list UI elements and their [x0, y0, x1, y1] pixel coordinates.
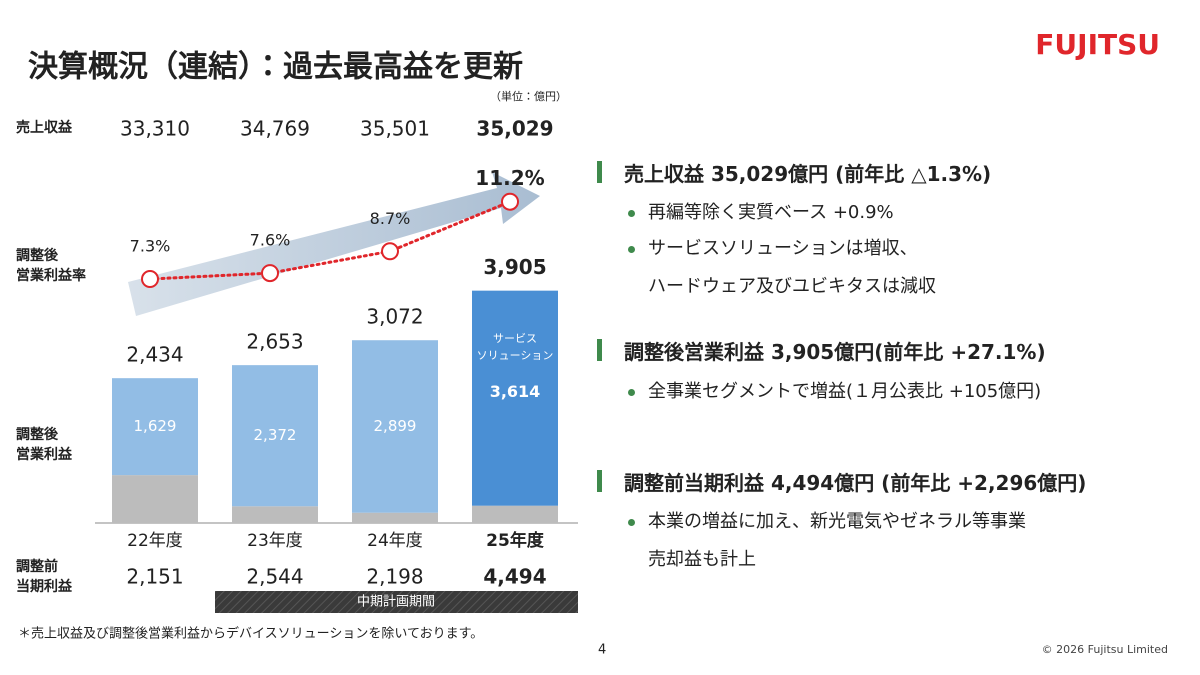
bar [232, 365, 318, 507]
row-label: 調整後 営業利益 [16, 427, 72, 463]
bullet-dot [628, 519, 635, 526]
category-label: 25年度 [486, 530, 545, 551]
bar [232, 506, 318, 523]
bar [472, 505, 558, 523]
bullet: サービスソリューションは増収、 ハードウェア及びユビキタスは減収 [648, 238, 936, 297]
section-heading: 売上収益 35,029億円 (前年比 △1.3%) [624, 162, 992, 186]
row-label: 売上収益 [16, 120, 72, 136]
margin-label: 7.3% [130, 237, 171, 256]
logo: FUJITSU [1035, 28, 1160, 61]
revenue-value: 35,501 [360, 117, 430, 141]
unit: （単位：億円） [490, 89, 567, 103]
bullet-dot [628, 210, 635, 217]
bullet-dot [628, 246, 635, 253]
revenue-value: 35,029 [476, 117, 553, 141]
margin-label: 8.7% [370, 209, 411, 228]
total-label: 3,072 [366, 305, 423, 329]
margin-point [381, 242, 399, 261]
category-label: 23年度 [247, 531, 303, 551]
title: 決算概況（連結）：過去最高益を更新 [28, 50, 523, 85]
section-heading: 調整前当期利益 4,494億円 (前年比 +2,296億円) [624, 471, 1087, 495]
total-label: 2,653 [246, 330, 303, 354]
section-heading: 調整後営業利益 3,905億円(前年比 +27.1%) [624, 340, 1046, 364]
period-label: 中期計画期間 [357, 594, 435, 610]
bar [352, 340, 438, 513]
margin-point [261, 264, 279, 283]
bullet: 全事業セグメントで増益(１月公表比 +105億円) [648, 381, 1042, 402]
section-marker [597, 470, 602, 492]
bar-value-label: 3,614 [490, 382, 541, 401]
bullet: 本業の増益に加え、新光電気やゼネラル等事業 売却益も計上 [648, 511, 1026, 570]
bar [352, 512, 438, 523]
bar-value-label: 2,899 [374, 417, 417, 435]
bar-value-label: 1,629 [134, 417, 177, 435]
copyright: © 2026 Fujitsu Limited [1042, 643, 1168, 656]
bullet: 再編等除く実質ベース +0.9% [648, 202, 894, 223]
bar [112, 378, 198, 476]
category-label: 22年度 [127, 531, 183, 551]
margin-label: 11.2% [475, 166, 544, 190]
margin-point [141, 270, 159, 289]
total-label: 3,905 [483, 255, 546, 279]
section-marker [597, 339, 602, 361]
bullet-dot [628, 389, 635, 396]
bar [112, 475, 198, 523]
total-label: 2,434 [126, 343, 183, 367]
bar [472, 290, 558, 506]
net-value: 2,198 [366, 565, 423, 589]
section-marker [597, 161, 602, 183]
net-value: 4,494 [483, 565, 546, 589]
net-value: 2,151 [126, 565, 183, 589]
bar-value-label: 2,372 [254, 426, 297, 444]
series-name: サービス ソリューション [476, 332, 554, 362]
page-number: 4 [598, 643, 606, 658]
row-label: 調整前 当期利益 [16, 559, 72, 595]
category-label: 24年度 [367, 531, 423, 551]
margin-point [501, 192, 519, 211]
footnote: ＊売上収益及び調整後営業利益からデバイスソリューションを除いております。 [18, 626, 483, 642]
net-value: 2,544 [246, 565, 303, 589]
trend-arrow [128, 172, 540, 316]
row-label: 調整後 営業利益率 [16, 248, 86, 284]
margin-line [148, 200, 512, 281]
revenue-value: 33,310 [120, 117, 190, 141]
period-bar [215, 591, 578, 613]
revenue-value: 34,769 [240, 117, 310, 141]
margin-label: 7.6% [250, 231, 291, 250]
